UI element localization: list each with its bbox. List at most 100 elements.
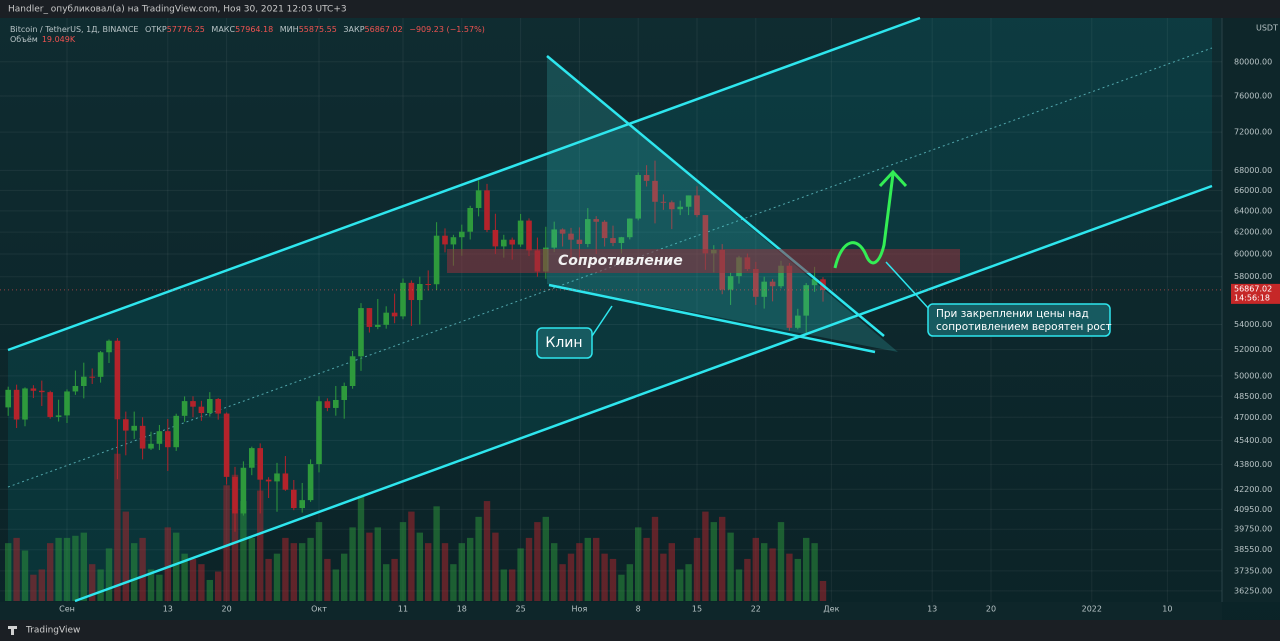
candle-body (559, 229, 566, 234)
x-tick-label: 22 (751, 605, 761, 614)
volume-bar (752, 537, 759, 601)
volume-bar (769, 548, 776, 601)
candle-body (501, 239, 507, 247)
y-tick-label: 42200.00 (1234, 485, 1272, 494)
candle-body (181, 401, 188, 416)
candle-body (652, 180, 658, 202)
volume-bar (567, 553, 575, 601)
candle-body (484, 190, 490, 230)
volume-bar (315, 522, 323, 601)
volume-bar (131, 543, 138, 601)
volume-bar (811, 543, 818, 601)
volume-bar (38, 569, 45, 601)
x-tick-label: 8 (636, 605, 641, 614)
candles (5, 160, 826, 532)
volume-bar (63, 537, 71, 601)
volume-bar (803, 537, 810, 601)
volume-bar (156, 574, 163, 601)
candle-body (442, 235, 448, 245)
volume-bar (265, 558, 272, 601)
volume-bar (248, 537, 255, 601)
candle-body (433, 235, 440, 285)
candle-body (22, 388, 28, 420)
volume-bar (374, 527, 381, 601)
note-pointer (885, 261, 931, 311)
y-tick-label: 43800.00 (1234, 460, 1272, 469)
candle-body (618, 237, 625, 243)
volume (5, 453, 827, 601)
candle-body (408, 282, 415, 301)
x-tick-label: Дек (823, 605, 839, 614)
note-callout (927, 303, 1111, 337)
y-tick-label: 48500.00 (1234, 392, 1272, 401)
volume-bar (47, 543, 54, 601)
candle-body (47, 392, 53, 417)
candle-body (5, 389, 11, 408)
volume-bar (198, 564, 205, 601)
x-tick-label: 10 (1162, 605, 1172, 614)
volume-bar (534, 522, 541, 601)
volume-bar (576, 543, 583, 601)
volume-bar (307, 537, 314, 601)
y-tick-label: 40950.00 (1234, 505, 1272, 514)
volume-bar (181, 553, 188, 601)
volume-bar (492, 532, 499, 601)
candle-body (106, 340, 112, 353)
volume-bar (660, 553, 667, 601)
candle-body (257, 448, 263, 480)
channel-bottom (74, 184, 1213, 603)
countdown: 14:56:18 (1234, 293, 1270, 302)
candle-body (249, 448, 255, 468)
y-tick-label: 38550.00 (1234, 545, 1272, 554)
ohlc-label: МИН (280, 25, 299, 34)
volume-bar (72, 535, 79, 601)
candle-body (727, 276, 734, 290)
candle-body (450, 237, 457, 245)
high-value: 57964.18 (235, 25, 273, 34)
note-line: При закреплении цены над (936, 308, 1089, 320)
candle-body (207, 399, 213, 414)
y-tick-label: 37350.00 (1234, 566, 1272, 575)
volume-bar (391, 558, 398, 601)
volume-bar (273, 553, 281, 601)
candle-body (769, 281, 776, 287)
candle-body (139, 425, 146, 449)
volume-bar (341, 553, 348, 601)
volume-bar (366, 532, 373, 601)
wedge-top (546, 55, 885, 337)
y-tick-label: 80000.00 (1234, 57, 1272, 66)
y-tick-label: 54000.00 (1234, 320, 1272, 329)
candle-body (316, 401, 322, 465)
candle-body (72, 386, 79, 392)
wedge-pointer (591, 305, 613, 337)
volume-bar (702, 511, 709, 601)
price-tag-value: 56867.02 (1234, 284, 1272, 293)
candle-body (593, 219, 599, 222)
volume-bar (173, 532, 180, 601)
candle-body (753, 269, 759, 297)
wedge-callout (536, 327, 593, 359)
candle-body (81, 376, 87, 387)
change: −909.23 (−1.57%) (409, 25, 485, 34)
volume-bar (114, 453, 121, 601)
candle-body (265, 479, 272, 482)
candle-body (568, 233, 574, 240)
candle-body (459, 231, 465, 238)
candle-body (417, 283, 423, 301)
candle-body (627, 218, 633, 238)
candle-body (97, 352, 104, 377)
volume-bar (735, 569, 743, 601)
volume-bar (643, 537, 650, 601)
volume-bar (105, 548, 113, 601)
candle-body (291, 489, 297, 509)
volume-bar (299, 543, 306, 601)
candle-body (425, 283, 431, 285)
volume-bar (819, 580, 827, 601)
price-axis (1222, 18, 1280, 602)
time-axis (0, 602, 1222, 620)
resistance-zone (447, 249, 960, 273)
volume-bar (635, 527, 642, 601)
candle-body (702, 215, 709, 254)
volume-bar (80, 532, 87, 601)
x-tick-label: Окт (311, 605, 327, 614)
